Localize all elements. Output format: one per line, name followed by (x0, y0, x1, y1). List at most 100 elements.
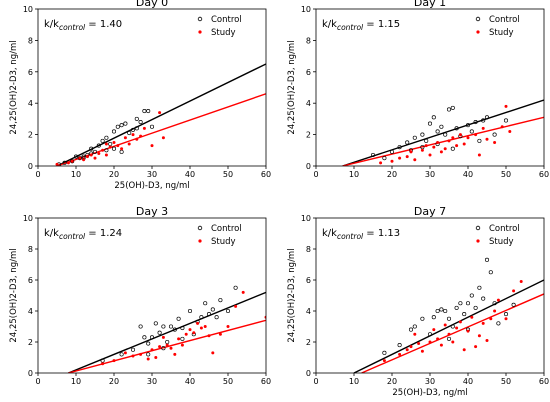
data-point-control (462, 312, 467, 317)
data-point-study (508, 129, 512, 133)
data-point-study (108, 145, 112, 149)
data-point-study (93, 156, 97, 160)
ratio-value: = 1.15 (363, 19, 400, 30)
data-point-control (496, 321, 501, 326)
data-point-study (458, 133, 462, 137)
data-point-study (432, 145, 436, 149)
legend-marker-study (198, 239, 202, 243)
data-point-control (180, 336, 185, 341)
x-tick-label: 60 (539, 170, 549, 179)
data-point-control (104, 148, 109, 153)
data-point-study (493, 140, 497, 144)
y-tick-label: 4 (306, 307, 311, 316)
x-tick-label: 60 (261, 377, 271, 386)
data-point-study (462, 348, 466, 352)
legend-marker-control (475, 16, 481, 22)
x-tick-label: 40 (185, 377, 195, 386)
data-point-control (77, 156, 82, 161)
data-point-study (447, 332, 451, 336)
legend: Control Study (475, 224, 520, 247)
data-point-study (177, 337, 181, 341)
data-point-study (158, 345, 162, 349)
data-point-control (233, 285, 238, 290)
fit-line-control (56, 63, 266, 166)
data-point-study (504, 317, 508, 321)
plot-area (342, 99, 544, 166)
data-point-control (450, 105, 455, 110)
data-point-study (116, 144, 120, 148)
data-point-control (138, 324, 143, 329)
y-tick-label: 2 (28, 131, 33, 140)
x-tick-label: 30 (425, 377, 435, 386)
data-point-control (176, 316, 181, 321)
data-point-study (466, 329, 470, 333)
data-point-study (496, 298, 500, 302)
data-point-control (469, 129, 474, 134)
ratio-prefix: k/k (44, 228, 59, 239)
data-point-study (218, 332, 222, 336)
legend-marker-control (475, 225, 481, 231)
data-point-study (477, 334, 481, 338)
chart-title: Day 3 (136, 205, 168, 218)
data-point-control (108, 141, 113, 147)
data-point-study (207, 334, 211, 338)
data-point-study (169, 346, 173, 350)
fit-line-control (353, 279, 544, 373)
data-point-control (119, 149, 124, 154)
fit-line-study (68, 319, 266, 373)
data-point-study (413, 332, 417, 336)
data-point-control (477, 138, 482, 143)
data-point-control (443, 132, 448, 137)
data-point-study (390, 159, 394, 163)
data-point-study (466, 136, 470, 140)
fit-line-control (342, 99, 544, 166)
data-point-control (431, 315, 436, 320)
data-point-study (196, 321, 200, 325)
data-point-control (503, 118, 509, 123)
data-point-control (134, 116, 139, 121)
data-point-study (104, 142, 108, 146)
data-point-study (89, 153, 93, 157)
data-point-control (481, 296, 486, 301)
data-point-study (481, 126, 485, 130)
data-point-control (130, 347, 136, 352)
data-point-study (139, 134, 143, 138)
data-point-control (127, 130, 132, 136)
x-tick-label: 20 (387, 377, 397, 386)
data-point-study (131, 133, 135, 137)
data-point-study (131, 354, 135, 358)
ratio-subscript: control (59, 232, 86, 241)
data-point-study (474, 345, 478, 349)
data-point-study (485, 137, 489, 141)
data-point-control (161, 346, 166, 351)
data-point-study (443, 147, 447, 151)
legend: Control Study (197, 15, 242, 38)
data-point-study (458, 320, 462, 324)
data-point-study (477, 153, 481, 157)
y-tick-label: 6 (306, 68, 311, 77)
data-point-study (112, 140, 116, 144)
data-point-control (431, 115, 436, 120)
data-point-study (139, 352, 143, 356)
ratio-prefix: k/k (322, 19, 337, 30)
data-point-study (135, 137, 139, 141)
data-point-control (397, 145, 402, 150)
data-point-control (146, 109, 151, 114)
data-point-study (455, 326, 459, 330)
legend-label-study: Study (489, 28, 514, 38)
y-tick-label: 8 (306, 245, 311, 254)
data-point-study (436, 140, 440, 144)
data-point-study (55, 162, 59, 166)
y-axis-label: 24,25(OH)2-D3, ng/ml (9, 248, 19, 342)
data-point-control (138, 119, 143, 125)
y-tick-label: 6 (306, 276, 311, 285)
plot-area (68, 285, 266, 373)
ratio-annotation: k/kcontrol = 1.24 (44, 228, 122, 241)
data-point-control (142, 109, 147, 114)
data-point-control (187, 308, 193, 314)
data-point-control (172, 327, 177, 332)
data-point-study (504, 104, 508, 108)
x-tick-label: 50 (223, 170, 233, 179)
data-point-control (119, 352, 124, 357)
data-point-study (493, 309, 497, 313)
